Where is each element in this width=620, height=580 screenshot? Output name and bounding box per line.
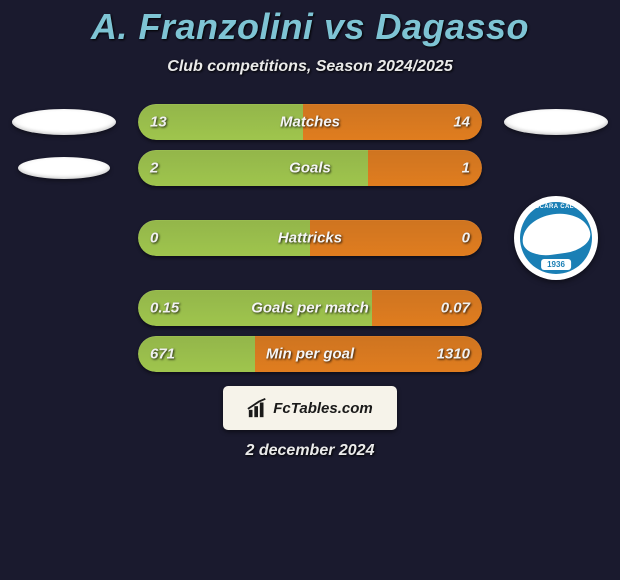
club-crest: PESCARA CALCIO 1936 [514,196,598,280]
side-slot: PESCARA CALCIO 1936 [500,196,612,280]
stat-rows: 13 14 Matches 2 1 Goals 0 0 Hattricks PESCARA CAL… [0,104,620,372]
crest-brand: PESCARA CALCIO [526,204,585,210]
stat-right-value: 0.07 [441,300,470,317]
stat-right-value: 1 [462,160,470,177]
stat-row: 0 0 Hattricks PESCARA CALCIO 1936 [0,196,620,280]
side-slot [500,104,612,140]
player-ellipse [18,157,110,179]
stat-left-value: 671 [150,346,175,363]
side-slot [500,290,612,326]
stat-label: Matches [280,114,340,131]
side-slot [8,290,120,326]
player-ellipse [504,109,608,135]
page-title: A. Franzolini vs Dagasso [0,6,620,48]
stat-right-value: 0 [462,230,470,247]
brand-plate: FcTables.com [223,386,397,430]
stat-row: 2 1 Goals [0,150,620,186]
stat-bar-left-seg [138,150,368,186]
player-ellipse [12,109,116,135]
crest-year: 1936 [541,259,571,270]
stat-left-value: 0 [150,230,158,247]
stat-left-value: 0.15 [150,300,179,317]
stat-left-value: 2 [150,160,158,177]
stat-right-value: 14 [453,114,470,131]
side-slot [8,336,120,372]
stat-left-value: 13 [150,114,167,131]
side-slot [500,336,612,372]
side-slot [8,150,120,186]
stat-row: 671 1310 Min per goal [0,336,620,372]
stat-label: Hattricks [278,230,342,247]
stat-label: Goals [289,160,331,177]
stat-label: Goals per match [251,300,369,317]
stat-right-value: 1310 [437,346,470,363]
stat-bar: 2 1 Goals [138,150,482,186]
stat-row: 0.15 0.07 Goals per match [0,290,620,326]
stat-bar: 0.15 0.07 Goals per match [138,290,482,326]
subtitle: Club competitions, Season 2024/2025 [0,58,620,76]
brand-label: FcTables.com [273,400,372,417]
stat-bar: 671 1310 Min per goal [138,336,482,372]
comparison-infographic: A. Franzolini vs Dagasso Club competitio… [0,0,620,460]
side-slot [8,104,120,140]
side-slot [500,150,612,186]
stat-bar: 13 14 Matches [138,104,482,140]
bar-chart-icon [247,397,269,419]
date-label: 2 december 2024 [0,442,620,460]
stat-bar: 0 0 Hattricks [138,220,482,256]
side-slot [8,220,120,256]
stat-label: Min per goal [266,346,354,363]
stat-row: 13 14 Matches [0,104,620,140]
